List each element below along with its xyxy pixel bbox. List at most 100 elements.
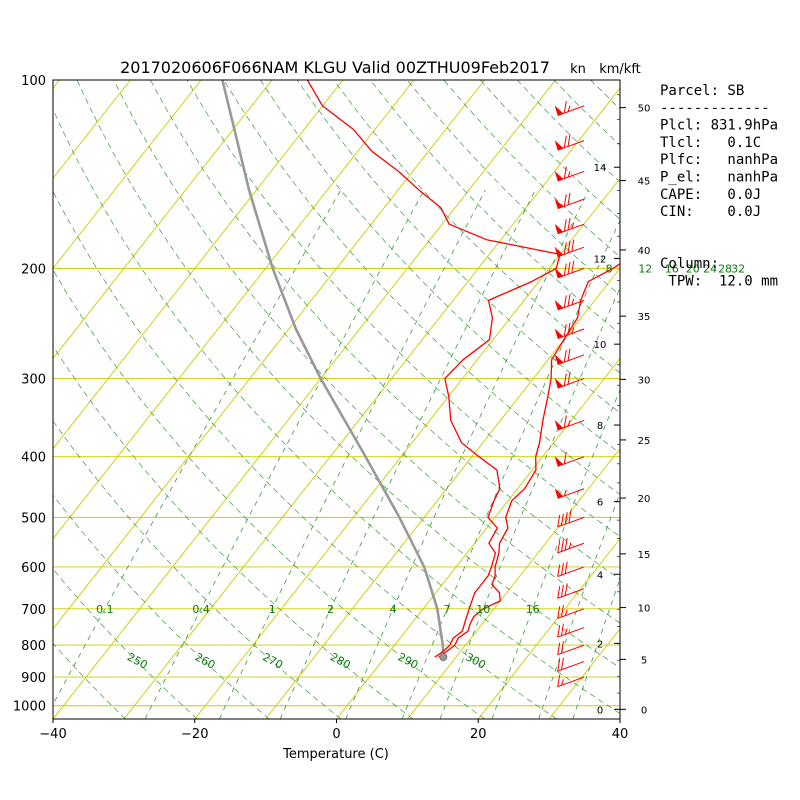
wind-barb-feather bbox=[563, 219, 567, 232]
wind-barb-feather bbox=[567, 322, 571, 335]
wind-barb-feather bbox=[563, 415, 567, 428]
dry-adiabat-line bbox=[53, 108, 620, 714]
mixing-ratio-line bbox=[279, 190, 536, 719]
parcel-stats-panel: Parcel: SB------------- Plcl: 831.9hPaTlc… bbox=[660, 83, 778, 289]
isotherm-line bbox=[53, 80, 485, 630]
mixing-ratio-line bbox=[572, 577, 620, 719]
wind-barb-feather bbox=[571, 327, 575, 334]
wind-barb-feather bbox=[560, 679, 564, 686]
km-tick-label: 4 bbox=[597, 570, 603, 581]
x-tick-label: 20 bbox=[470, 727, 487, 742]
wind-barb-feather bbox=[571, 222, 575, 229]
wind-barb-feather bbox=[563, 451, 567, 464]
wind-barb-feather bbox=[567, 171, 571, 178]
pressure-tick-label: 400 bbox=[21, 451, 46, 466]
kft-tick-label: 30 bbox=[638, 375, 651, 386]
wind-barb-feather bbox=[571, 298, 575, 305]
wind-barb-flag bbox=[554, 488, 564, 499]
isotherm-line bbox=[336, 357, 620, 719]
kft-tick-label: 15 bbox=[638, 550, 651, 561]
mixing-ratio-label: 8 bbox=[606, 262, 613, 275]
wind-barb-feather bbox=[563, 295, 567, 308]
wind-barb bbox=[554, 134, 585, 151]
wind-barb bbox=[554, 488, 585, 499]
wind-barb-flag bbox=[554, 140, 564, 151]
dry-adiabat-line bbox=[53, 269, 486, 719]
wind-barb-feather bbox=[557, 564, 561, 577]
isotherm-line bbox=[53, 80, 556, 719]
stats-line: CIN: 0.0J bbox=[660, 204, 761, 220]
km-tick-label: 0 bbox=[597, 705, 603, 716]
pressure-tick-label: 1000 bbox=[13, 700, 46, 715]
wind-barb-shaft bbox=[557, 566, 585, 577]
mixing-ratio-line bbox=[491, 388, 620, 719]
wind-unit-label: kn bbox=[570, 62, 586, 77]
km-tick-label: 14 bbox=[594, 163, 607, 174]
dry-adiabat-line bbox=[53, 717, 54, 719]
wind-barb bbox=[557, 657, 585, 672]
stats-line: P_el: nanhPa bbox=[660, 170, 778, 186]
mixing-ratio-label: 20 bbox=[686, 262, 700, 275]
wind-barb-flag bbox=[554, 456, 564, 467]
dry-adiabat-line bbox=[53, 420, 342, 719]
stats-line: CAPE: 0.0J bbox=[660, 187, 761, 203]
isotherm-line bbox=[53, 80, 131, 180]
kft-tick-label: 35 bbox=[638, 312, 651, 323]
pressure-tick-label: 300 bbox=[21, 373, 46, 388]
wind-barb-feather bbox=[563, 489, 567, 497]
wind-barb-feather bbox=[567, 420, 571, 427]
kft-tick-label: 25 bbox=[638, 436, 651, 447]
isotherm-line bbox=[53, 80, 273, 360]
mixing-ratio-label: 32 bbox=[731, 262, 745, 275]
wind-barb bbox=[554, 294, 585, 311]
x-axis-label: Temperature (C) bbox=[282, 747, 389, 762]
wind-barb-feather bbox=[560, 584, 564, 597]
stats-line: ------------- bbox=[660, 100, 770, 116]
wind-barb-layer bbox=[554, 101, 585, 688]
parcel-start-marker bbox=[439, 653, 448, 662]
wind-barb-feather bbox=[563, 373, 567, 386]
kft-tick-label: 10 bbox=[638, 604, 651, 615]
wind-barb-feather bbox=[563, 166, 567, 179]
pressure-tick-label: 900 bbox=[21, 671, 46, 686]
mixing-ratio-label: 2 bbox=[327, 603, 334, 616]
dry-adiabat-line bbox=[53, 642, 126, 719]
wind-barb-flag bbox=[554, 171, 564, 182]
dry-adiabat-line bbox=[333, 80, 620, 374]
dry-adiabat-line bbox=[76, 80, 620, 669]
wind-barb bbox=[557, 623, 585, 638]
isotherm-line bbox=[194, 177, 620, 719]
pressure-tick-label: 200 bbox=[21, 262, 46, 277]
dry-adiabat-line bbox=[150, 80, 620, 580]
x-tick-label: 0 bbox=[332, 727, 340, 742]
wind-barb bbox=[554, 415, 585, 431]
wind-barb-feather bbox=[563, 350, 567, 363]
x-tick-label: −20 bbox=[181, 727, 208, 742]
wind-barb-shaft bbox=[557, 542, 585, 554]
wind-barb-feather bbox=[568, 542, 572, 549]
stats-line: TPW: 12.0 mm bbox=[660, 273, 778, 289]
wind-barb-shaft bbox=[557, 608, 585, 619]
kft-tick-label: 45 bbox=[638, 177, 651, 188]
pressure-tick-label: 600 bbox=[21, 561, 46, 576]
stats-line: Plfc: nanhPa bbox=[660, 152, 778, 168]
wind-barb-feather bbox=[563, 263, 567, 276]
isotherm-line bbox=[265, 267, 620, 719]
data-layer bbox=[221, 80, 620, 662]
wind-barb bbox=[554, 372, 585, 389]
plot-frame bbox=[52, 79, 621, 720]
wind-barb-feather bbox=[564, 609, 568, 616]
wind-barb-feather bbox=[563, 242, 567, 255]
dry-adiabat-line bbox=[260, 80, 620, 454]
wind-barb-feather bbox=[557, 674, 561, 687]
wind-barb-feather bbox=[560, 539, 564, 552]
wind-barb-flag bbox=[554, 246, 564, 257]
wind-barb-feather bbox=[571, 260, 575, 273]
wind-barb-feather bbox=[567, 134, 571, 147]
wind-barb-feather bbox=[560, 623, 564, 636]
wind-barb-feather bbox=[568, 510, 572, 523]
wind-barb-feather bbox=[564, 561, 568, 574]
wind-barb bbox=[557, 674, 585, 688]
wind-barb bbox=[554, 217, 585, 235]
